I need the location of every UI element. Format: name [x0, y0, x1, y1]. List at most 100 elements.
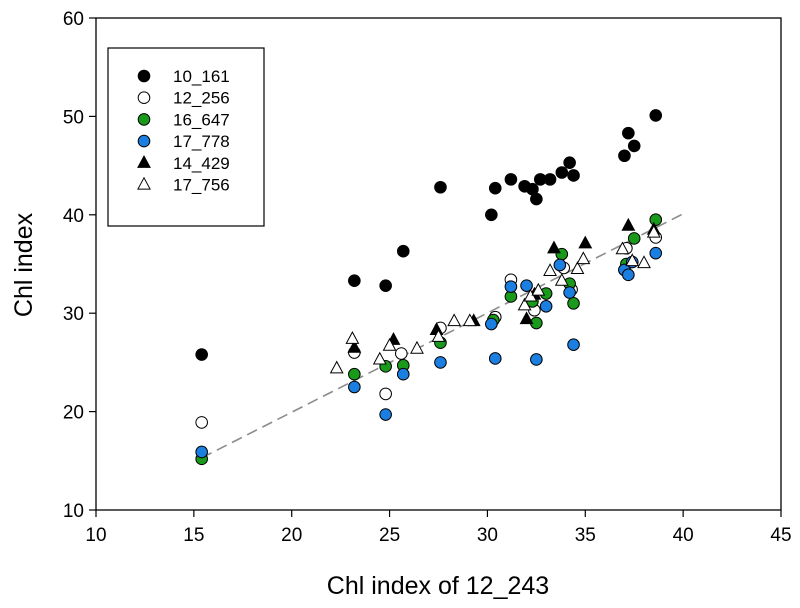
- legend-marker: [137, 176, 151, 190]
- data-point: [396, 244, 410, 258]
- legend-label: 16_647: [173, 110, 230, 129]
- data-point: [555, 166, 569, 179]
- axes: 10 15 20 25 30 35 40 45 10 20 30 40 50 60: [63, 9, 792, 546]
- data-point: [348, 274, 361, 288]
- data-point: [543, 263, 557, 276]
- data-point: [347, 339, 362, 353]
- data-point: [649, 246, 663, 260]
- y-tick-label: 30: [63, 304, 84, 325]
- data-point: [485, 317, 498, 331]
- data-point: [622, 268, 635, 282]
- data-point: [447, 313, 462, 327]
- x-tick-label: 20: [281, 525, 302, 546]
- data-point: [625, 253, 640, 267]
- data-point: [379, 387, 392, 401]
- legend-marker: [137, 69, 151, 83]
- data-point: [520, 279, 533, 292]
- data-point: [570, 261, 585, 274]
- x-tick-label: 25: [379, 525, 400, 546]
- data-point: [627, 232, 641, 245]
- data-point: [553, 258, 567, 272]
- data-point: [504, 280, 518, 293]
- data-point: [646, 224, 661, 238]
- legend-marker: [137, 113, 151, 126]
- series-16_647: [195, 213, 663, 466]
- data-point: [649, 213, 663, 227]
- legend-label: 17_778: [173, 132, 230, 151]
- data-point: [195, 445, 208, 459]
- data-point: [348, 380, 361, 394]
- data-point: [567, 338, 580, 351]
- data-point: [195, 348, 208, 361]
- x-tick-label: 35: [575, 525, 596, 546]
- data-point: [396, 367, 410, 381]
- data-point: [372, 351, 387, 365]
- data-point: [618, 149, 631, 163]
- data-point: [517, 297, 532, 311]
- data-point: [622, 126, 635, 140]
- data-point: [547, 240, 561, 254]
- data-point: [434, 180, 447, 194]
- data-point: [530, 192, 543, 206]
- data-point: [531, 282, 546, 296]
- legend-label: 17_756: [173, 176, 230, 195]
- data-point: [578, 235, 593, 249]
- x-tick-label: 30: [477, 525, 498, 546]
- x-tick-label: 15: [183, 525, 204, 546]
- legend-marker: [137, 91, 151, 104]
- legend-label: 14_429: [173, 154, 230, 173]
- x-tick-label: 45: [770, 525, 791, 546]
- data-point: [563, 156, 576, 169]
- data-point: [649, 109, 663, 122]
- legend: 10_161 12_256 16_647 17_778 14_429 17_756: [107, 47, 265, 227]
- legend-label: 10_161: [173, 67, 230, 86]
- data-point: [567, 169, 580, 182]
- data-point: [504, 173, 518, 186]
- trendline-layer: [201, 213, 684, 459]
- data-point: [530, 353, 543, 366]
- legend-marker: [137, 134, 151, 148]
- data-point: [519, 311, 534, 325]
- legend-label: 12_256: [173, 89, 230, 108]
- data-point: [431, 329, 446, 342]
- series-12_256: [195, 231, 663, 429]
- x-tick-label: 10: [85, 525, 106, 546]
- data-point: [195, 416, 208, 429]
- data-point: [462, 313, 477, 327]
- data-point: [382, 337, 397, 351]
- series-10_161: [195, 109, 663, 361]
- data-point: [485, 208, 498, 222]
- data-point: [543, 173, 557, 186]
- data-point: [345, 331, 360, 344]
- data-point: [410, 340, 424, 354]
- data-point: [637, 255, 651, 269]
- series-17_756: [329, 224, 661, 374]
- data-point: [576, 251, 591, 265]
- legend-marker: [137, 155, 151, 168]
- data-point: [395, 347, 408, 360]
- plot-frame: [95, 17, 782, 511]
- legend-box: [107, 47, 265, 227]
- trendline: [201, 213, 684, 459]
- data-point: [627, 139, 641, 153]
- data-point: [567, 297, 580, 310]
- y-tick-label: 10: [63, 501, 84, 522]
- x-tick-label: 40: [673, 525, 694, 546]
- y-tick-label: 50: [63, 107, 84, 128]
- data-point: [434, 356, 447, 369]
- data-point: [621, 217, 636, 231]
- data-points: [195, 109, 663, 466]
- y-axis-label: Chl index: [10, 212, 38, 317]
- data-point: [488, 181, 502, 195]
- data-point: [563, 286, 576, 299]
- data-point: [554, 272, 569, 286]
- series-14_429: [347, 217, 661, 353]
- data-point: [379, 279, 392, 292]
- data-point: [615, 241, 630, 255]
- data-point: [329, 360, 344, 374]
- data-point: [539, 300, 553, 313]
- series-17_778: [195, 246, 663, 459]
- y-tick-label: 40: [63, 206, 84, 227]
- x-axis-label: Chl index of 12_243: [327, 572, 549, 600]
